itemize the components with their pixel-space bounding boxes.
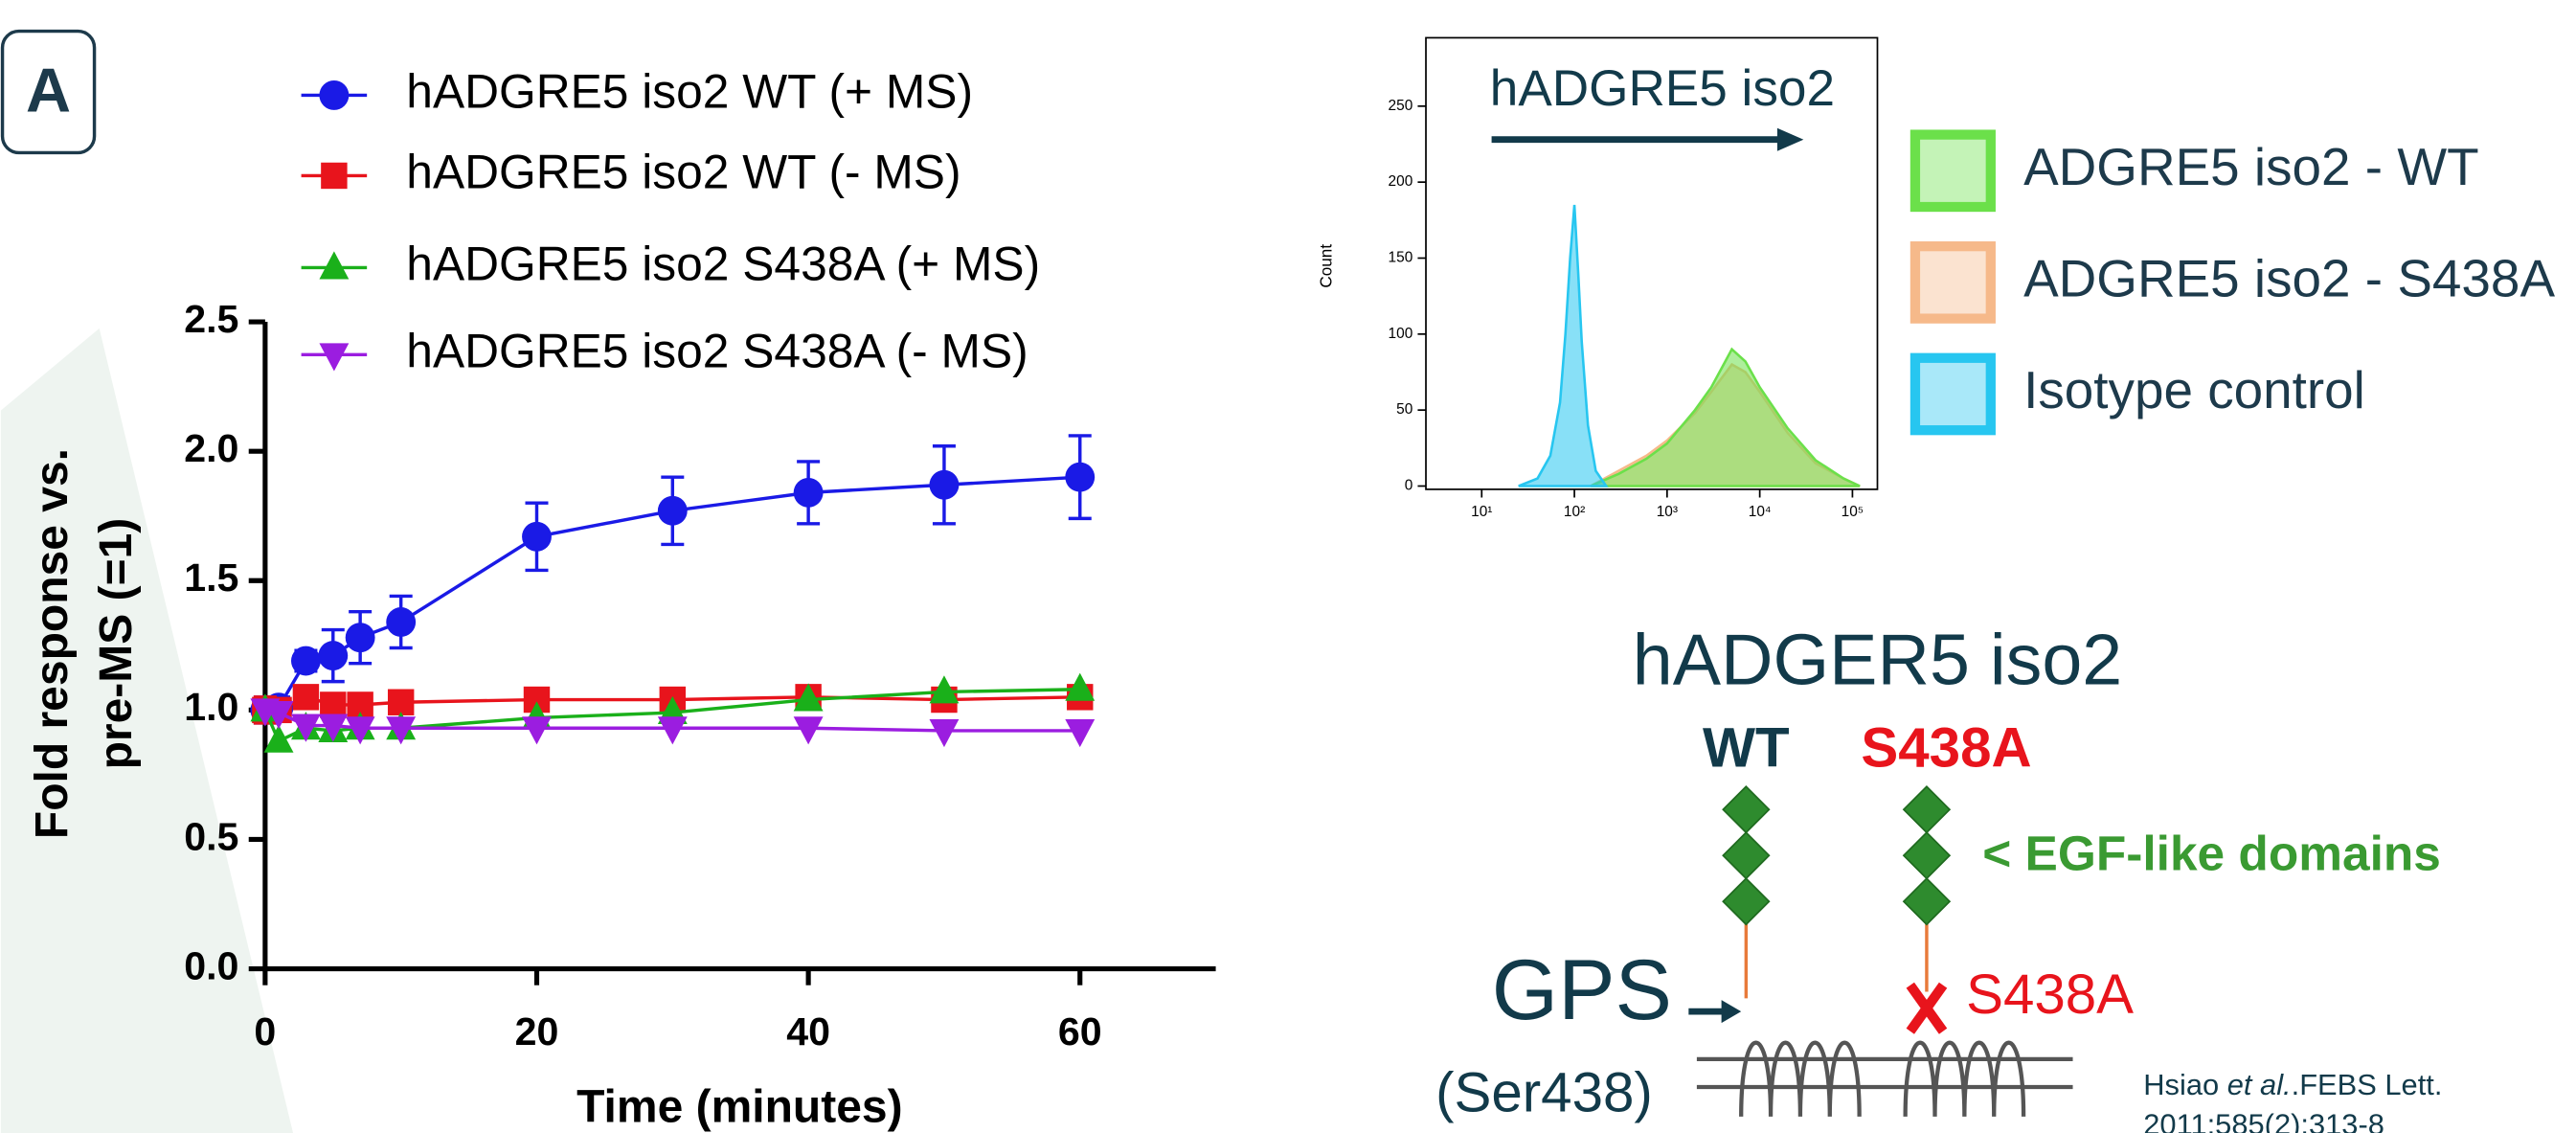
marker: [1065, 462, 1096, 492]
legend-swatch: [1909, 241, 1996, 324]
egf-domain: [1722, 785, 1771, 834]
marker: [319, 80, 350, 110]
panel-label: A: [26, 56, 71, 125]
y-axis-label: pre-MS (=1): [91, 518, 142, 770]
marker: [290, 714, 321, 742]
legend-swatch: [1909, 352, 1996, 436]
y-tick-label: 0.5: [184, 814, 238, 858]
x-tick-label: 20: [515, 1009, 559, 1054]
legend-label: hADGRE5 iso2 WT (- MS): [406, 146, 960, 199]
legend-label: ADGRE5 iso2 - S438A: [2023, 248, 2555, 307]
marker: [345, 716, 375, 745]
marker: [793, 716, 824, 745]
gps-site: (Ser438): [1435, 1062, 1653, 1124]
marker: [290, 646, 321, 676]
membrane: [1696, 1040, 2073, 1117]
marker: [320, 691, 347, 718]
marker: [793, 477, 824, 508]
legend-label: hADGRE5 iso2 WT (+ MS): [406, 65, 973, 119]
legend-label: ADGRE5 iso2 - WT: [2023, 137, 2479, 196]
marker: [522, 521, 552, 552]
x-tick-label: 10¹: [1471, 504, 1492, 520]
plot-frame: [1425, 36, 1879, 490]
egf-domain: [1722, 831, 1771, 880]
panel-frame: [0, 29, 97, 155]
marker: [657, 716, 688, 745]
marker: [657, 495, 688, 526]
x-tick-label: 10³: [1657, 504, 1678, 520]
x-axis-label: Time (minutes): [576, 1082, 903, 1133]
x-tick-label: 10²: [1564, 504, 1585, 520]
y-tick-label: 200: [1389, 173, 1413, 190]
arrow-head: [1721, 1000, 1742, 1024]
citation-etal: et al.: [2227, 1068, 2292, 1101]
mutation-x: [1906, 982, 1948, 1034]
marker: [929, 718, 960, 748]
legend-swatch: [1909, 129, 1996, 213]
citation: Hsiao et al..FEBS Lett.: [2143, 1068, 2442, 1101]
y-tick-label: 250: [1389, 98, 1413, 114]
y-tick-label: 0: [1405, 478, 1413, 494]
citation-reference: 2011;585(2):313-8: [2143, 1107, 2384, 1133]
histogram-area: [1590, 347, 1861, 487]
marker: [522, 716, 552, 745]
marker: [386, 716, 417, 745]
marker: [387, 689, 415, 715]
legend-label: hADGRE5 iso2 S438A (- MS): [406, 324, 1028, 377]
marker: [1065, 718, 1096, 748]
y-axis-label: Fold response vs.: [27, 448, 78, 839]
marker: [321, 162, 348, 190]
y-tick-label: 1.0: [184, 685, 238, 729]
marker: [929, 675, 960, 704]
marker: [319, 251, 350, 280]
marker: [319, 343, 350, 372]
marker: [263, 701, 294, 730]
marker: [386, 607, 417, 637]
arrow-head: [1776, 127, 1804, 151]
egf-domain: [1902, 831, 1952, 880]
x-tick-label: 0: [254, 1009, 276, 1054]
citation-authors: Hsiao: [2143, 1068, 2226, 1101]
histogram-title: hADGRE5 iso2: [1490, 60, 1835, 117]
egf-domain: [1722, 877, 1771, 926]
egf-domain: [1902, 785, 1952, 834]
domain-label: < EGF-like domains: [1982, 826, 2441, 881]
y-tick-label: 150: [1389, 250, 1413, 266]
marker: [1065, 672, 1096, 701]
x-tick-label: 60: [1058, 1009, 1102, 1054]
mutation-label: S438A: [1966, 963, 2134, 1026]
background-shape: [0, 328, 294, 1133]
marker: [292, 684, 320, 711]
mutant-label: S438A: [1861, 717, 2031, 780]
diagram: hADGER5 iso2 WT S438A < EGF-like domains…: [1435, 619, 2442, 1133]
marker: [263, 724, 294, 753]
x-tick-label: 10⁵: [1842, 504, 1864, 520]
y-tick-label: 2.5: [184, 297, 238, 341]
citation-journal: .FEBS Lett.: [2292, 1068, 2443, 1101]
histogram-area: [1518, 204, 1609, 487]
y-tick-label: 50: [1396, 401, 1412, 418]
y-tick-label: 2.0: [184, 426, 238, 470]
egf-domain: [1902, 877, 1952, 926]
y-tick-label: 0.0: [184, 943, 238, 987]
y-tick-label: 100: [1389, 326, 1413, 342]
diagram-title: hADGER5 iso2: [1633, 619, 2122, 699]
wt-label: WT: [1703, 717, 1790, 780]
x-tick-label: 10⁴: [1749, 504, 1772, 520]
marker: [318, 641, 349, 671]
x-tick-label: 40: [786, 1009, 830, 1054]
legend-label: hADGRE5 iso2 S438A (+ MS): [406, 238, 1040, 291]
marker: [318, 714, 349, 742]
y-tick-label: 1.5: [184, 555, 238, 600]
marker: [793, 683, 824, 712]
marker: [929, 469, 960, 500]
marker: [345, 623, 375, 653]
legend-label: Isotype control: [2023, 360, 2365, 419]
gps-label: GPS: [1492, 941, 1672, 1037]
y-axis-label: Count: [1317, 244, 1336, 288]
